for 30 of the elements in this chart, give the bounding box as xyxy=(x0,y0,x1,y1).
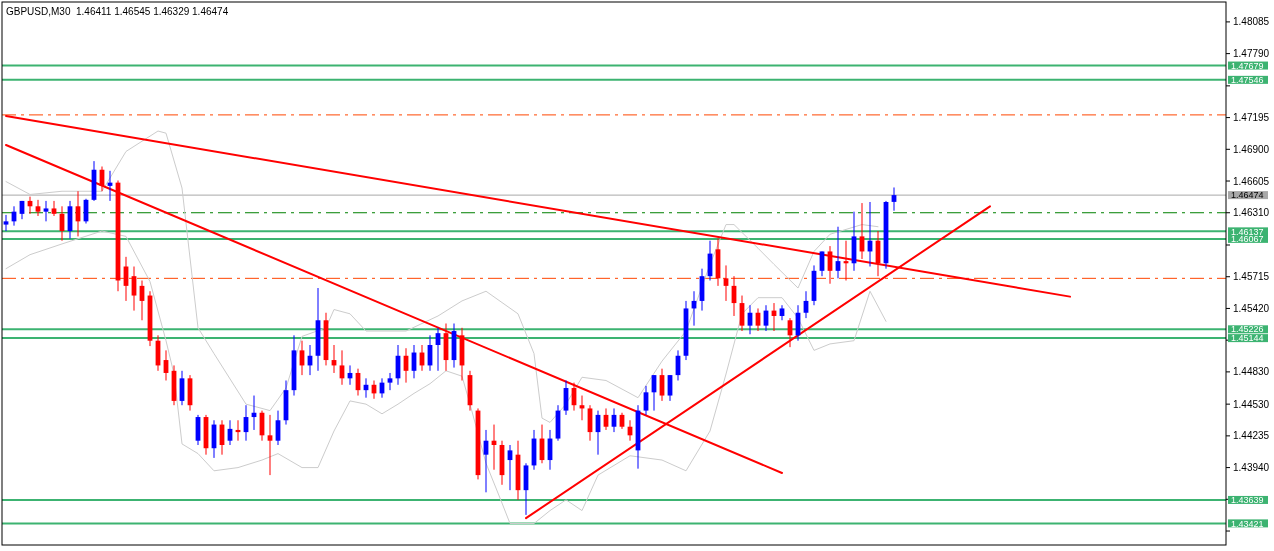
ref-line-label: 1.43421 xyxy=(1231,518,1264,529)
y-tick-label: 1.44530 xyxy=(1233,398,1270,410)
y-tick-label: 1.46900 xyxy=(1233,143,1270,155)
ref-line-label: 1.45226 xyxy=(1231,324,1264,335)
ref-line-label: 1.47679 xyxy=(1231,60,1264,71)
line-series xyxy=(5,230,887,524)
y-tick-label: 1.43940 xyxy=(1233,462,1270,474)
candlestick xyxy=(51,200,57,217)
ref-line-label: 1.46474 xyxy=(1231,190,1264,201)
ref-line-label: 1.46137 xyxy=(1231,226,1264,237)
line-series xyxy=(5,130,879,423)
y-tick-label: 1.47790 xyxy=(1233,48,1270,60)
y-tick-label: 1.45420 xyxy=(1233,302,1270,314)
chart-title: GBPUSD,M30 1.46411 1.46545 1.46329 1.46474 xyxy=(6,6,229,17)
y-tick-label: 1.44830 xyxy=(1233,366,1270,378)
ref-line-label: 1.45144 xyxy=(1231,333,1264,344)
candlestick xyxy=(35,199,41,217)
ref-line-label: 1.47546 xyxy=(1231,75,1264,85)
ref-line-label: 1.46067 xyxy=(1231,234,1264,245)
y-tick-label: 1.48085 xyxy=(1233,16,1270,28)
candlestick xyxy=(267,414,273,476)
candlestick xyxy=(387,372,393,391)
y-tick-label: 1.46605 xyxy=(1233,175,1270,187)
candlestick xyxy=(43,200,49,222)
y-tick-label: 1.45715 xyxy=(1233,271,1270,283)
y-tick-label: 1.47195 xyxy=(1233,112,1270,124)
candlestick xyxy=(3,214,9,232)
ref-line-label: 1.43639 xyxy=(1231,495,1264,506)
y-tick-label: 1.46310 xyxy=(1233,207,1270,219)
y-tick-label: 1.44235 xyxy=(1233,430,1270,442)
